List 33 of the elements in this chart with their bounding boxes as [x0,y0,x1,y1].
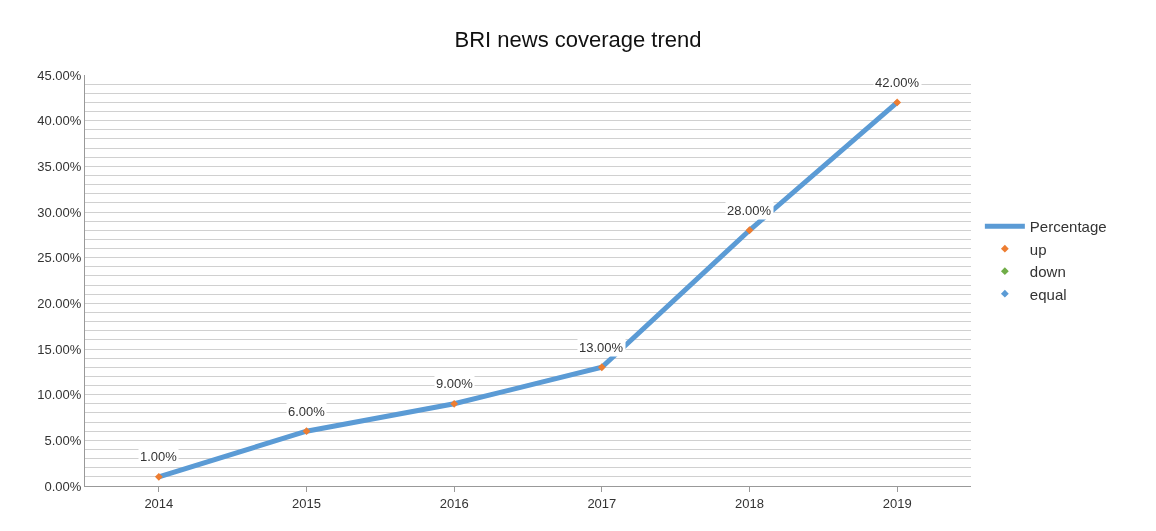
chart-title: BRI news coverage trend [454,27,702,53]
y-tick-label: 30.00% [37,204,82,220]
y-tick-label: 5.00% [44,432,82,448]
point [597,363,606,372]
data-label: 28.00% [727,203,772,218]
legend-label: Percentage [1029,218,1107,236]
legend-label: equal [1029,285,1067,303]
x-tick-label: 2017 [587,495,617,511]
data-label: 1.00% [140,449,178,464]
x-tick-label: 2018 [735,495,764,511]
x-tick-label: 2015 [292,495,321,511]
y-tick-label: 35.00% [37,158,82,174]
y-tick-label: 25.00% [37,250,82,266]
x-tick-label: 2019 [882,495,912,511]
y-tick-label: 10.00% [37,387,82,403]
y-tick-label: 40.00% [37,113,82,129]
point [893,98,902,107]
point [745,226,754,235]
point [302,427,311,436]
data-label: 9.00% [436,376,474,391]
data-label: 6.00% [288,404,326,419]
x-tick-label: 2014 [144,495,174,511]
legend-label: up [1029,240,1047,258]
data-label: 42.00% [875,75,920,90]
y-tick-label: 45.00% [37,67,82,83]
data-label: 13.00% [579,340,624,355]
point [450,399,459,408]
y-tick-label: 0.00% [44,478,82,494]
y-tick-label: 15.00% [37,341,82,357]
point [154,472,163,481]
x-tick-label: 2016 [439,495,469,511]
y-tick-label: 20.00% [37,295,82,311]
legend-label: down [1029,263,1066,281]
